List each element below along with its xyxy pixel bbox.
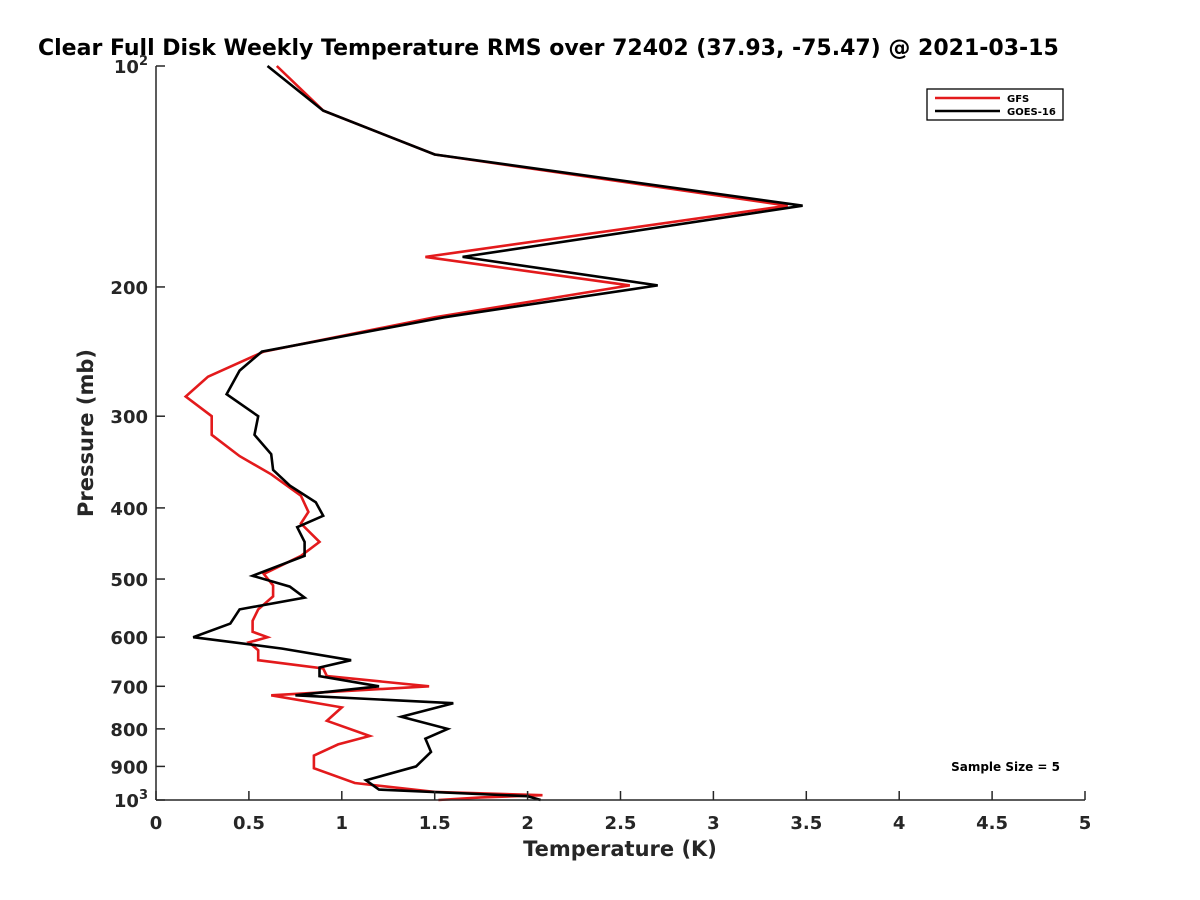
x-tick-label: 4.5 [976,813,1008,834]
x-tick-label: 3 [707,813,720,834]
chart-title: Clear Full Disk Weekly Temperature RMS o… [38,36,1059,61]
x-tick-label: 3.5 [790,813,822,834]
series-line-gfs [183,65,788,802]
x-tick-label: 0 [150,813,163,834]
y-tick-label: 500 [110,570,148,591]
x-tick-label: 5 [1079,813,1092,834]
y-tick-label: 103 [114,788,148,812]
x-tick-label: 2.5 [605,813,637,834]
x-axis-label: Temperature (K) [523,837,717,861]
y-tick-label: 600 [110,628,148,649]
y-tick-label: 200 [110,278,148,299]
series-layer [183,64,803,802]
x-tick-label: 0.5 [233,813,265,834]
x-tick-label: 1 [336,813,349,834]
y-tick-label: 900 [110,757,148,778]
axes-layer: 0 0.5 1 1.5 2 2.5 3 3.5 4 4.5 5 102 200 300 400 500 600 7… [110,54,1091,834]
plot-area [156,66,1085,800]
sample-size-annotation: Sample Size = 5 [951,760,1060,774]
x-tick-label: 2 [521,813,534,834]
y-tick-label: 800 [110,720,148,741]
legend-entry-goes-16: GOES-16 [1007,107,1056,118]
y-tick-label: 400 [110,499,148,520]
y-tick-label: 300 [110,407,148,428]
y-tick-label: 700 [110,677,148,698]
legend-box [926,88,1064,121]
legend: GFS GOES-16 [926,88,1064,121]
y-axis-label: Pressure (mb) [74,349,98,517]
y-tick-label: 102 [114,54,148,78]
x-tick-label: 1.5 [419,813,451,834]
x-tick-label: 4 [893,813,906,834]
series-line-goes-16 [192,64,803,802]
legend-entry-gfs: GFS [1007,94,1029,105]
